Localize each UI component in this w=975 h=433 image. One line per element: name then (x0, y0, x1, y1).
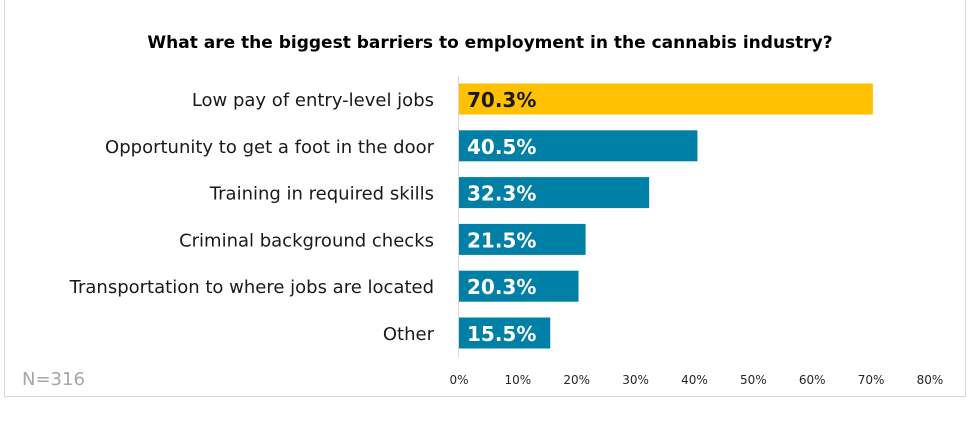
x-tick-label: 70% (858, 373, 885, 387)
bar (459, 317, 551, 349)
category-label: Opportunity to get a foot in the door (105, 137, 435, 158)
data-label: 40.5% (467, 135, 536, 159)
data-label: 32.3% (467, 182, 536, 206)
data-label: 21.5% (467, 228, 536, 252)
x-tick-label: 40% (681, 373, 708, 387)
chart-title: What are the biggest barriers to employm… (147, 33, 832, 53)
x-tick-label: 50% (740, 373, 767, 387)
category-label: Other (383, 324, 435, 345)
data-label: 15.5% (467, 322, 536, 346)
x-tick-label: 10% (505, 373, 532, 387)
category-label: Criminal background checks (179, 230, 434, 251)
category-label: Low pay of entry-level jobs (192, 90, 434, 111)
bar (459, 177, 650, 209)
x-tick-label: 80% (917, 373, 944, 387)
bar (459, 270, 579, 302)
x-tick-label: 60% (799, 373, 826, 387)
bar (459, 83, 873, 115)
data-label: 20.3% (467, 275, 536, 299)
category-label: Transportation to where jobs are located (69, 277, 434, 298)
x-tick-label: 20% (563, 373, 590, 387)
x-tick-label: 0% (449, 373, 468, 387)
sample-size-note: N=316 (22, 369, 85, 390)
category-label: Training in required skills (209, 184, 434, 205)
bar (459, 130, 698, 162)
chart-frame (4, 0, 966, 397)
data-label: 70.3% (467, 88, 536, 112)
bar (459, 223, 586, 255)
x-tick-label: 30% (622, 373, 649, 387)
